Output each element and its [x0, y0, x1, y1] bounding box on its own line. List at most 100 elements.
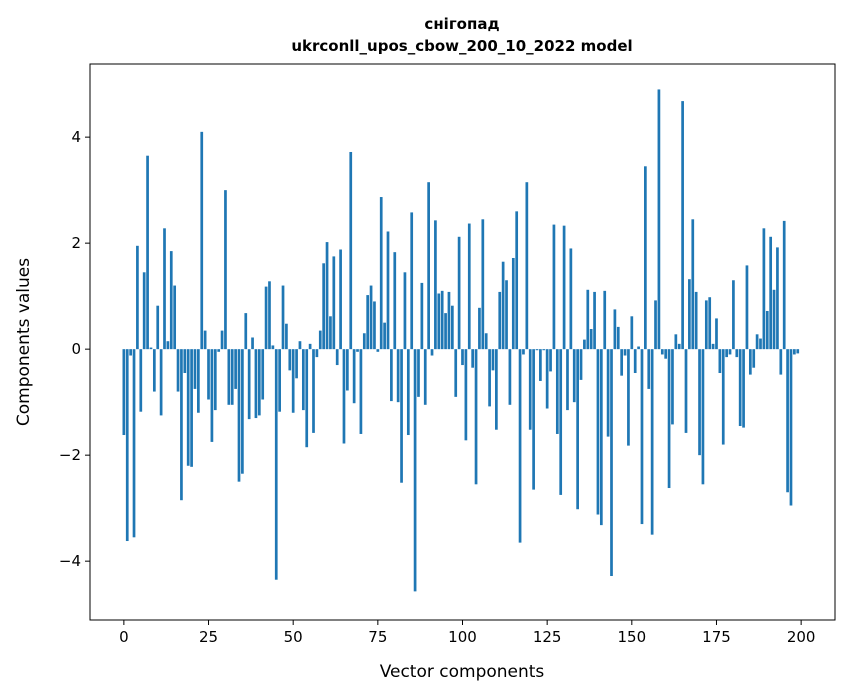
bar-171	[701, 349, 705, 485]
y-axis-label: Components values	[14, 258, 34, 426]
bar-64	[339, 249, 342, 350]
bar-96	[447, 291, 451, 350]
bar-138	[589, 329, 593, 350]
bar-16	[176, 349, 180, 392]
bar-36	[244, 313, 248, 350]
bar-147	[620, 349, 624, 376]
bar-76	[379, 197, 383, 350]
bar-49	[288, 349, 292, 371]
bar-118	[522, 349, 525, 355]
bar-133	[572, 349, 576, 403]
bar-51	[295, 349, 298, 379]
bar-4	[136, 245, 139, 350]
bar-77	[383, 322, 386, 350]
bar-59	[322, 263, 326, 350]
bar-100	[461, 349, 464, 366]
bar-30	[224, 190, 227, 350]
bar-140	[596, 349, 600, 515]
bar-150	[630, 316, 634, 350]
bar-177	[721, 349, 725, 445]
bar-179	[728, 349, 732, 355]
bar-1	[125, 349, 129, 542]
bar-82	[400, 349, 403, 483]
bar-50	[291, 349, 295, 413]
bar-41	[261, 349, 265, 400]
bar-120	[528, 349, 532, 430]
bar-45	[274, 349, 278, 580]
bar-144	[610, 349, 613, 577]
bar-143	[606, 349, 610, 437]
bar-176	[718, 349, 722, 374]
bar-158	[657, 89, 661, 350]
bar-85	[410, 212, 414, 350]
bar-130	[562, 225, 566, 350]
bars-group	[122, 89, 800, 592]
bar-106	[481, 219, 485, 350]
bar-38	[251, 337, 254, 350]
bar-44	[271, 345, 275, 350]
bar-29	[220, 330, 224, 350]
bar-123	[539, 349, 542, 381]
bar-103	[471, 349, 475, 368]
bar-8	[149, 347, 153, 350]
bar-157	[654, 300, 657, 350]
bar-162	[671, 349, 674, 425]
y-axis: −4 −2 0 2 4	[59, 128, 90, 570]
bar-129	[559, 349, 563, 495]
bar-115	[511, 257, 515, 350]
bar-54	[305, 349, 309, 448]
bar-40	[257, 349, 261, 416]
bar-191	[769, 236, 773, 350]
bar-198	[793, 349, 796, 355]
bar-55	[308, 343, 312, 350]
bar-33	[234, 349, 237, 389]
bar-20	[190, 349, 193, 467]
bar-22	[197, 349, 200, 413]
bar-0	[122, 349, 126, 436]
bar-70	[359, 349, 363, 434]
bar-173	[708, 297, 712, 350]
bar-23	[200, 131, 204, 350]
bar-164	[677, 343, 681, 350]
bar-92	[434, 220, 437, 350]
bar-61	[329, 316, 332, 350]
bar-12	[163, 228, 166, 350]
bar-66	[346, 349, 349, 391]
bar-84	[406, 349, 410, 436]
bar-17	[180, 349, 183, 501]
y-tick-label: −2	[59, 446, 81, 464]
x-axis-label: Vector components	[380, 662, 545, 682]
bar-79	[390, 349, 393, 402]
bar-170	[698, 349, 701, 456]
bar-94	[440, 290, 444, 350]
bar-172	[704, 300, 708, 350]
bar-146	[616, 326, 620, 350]
bar-180	[732, 280, 735, 350]
bar-196	[786, 349, 789, 493]
bar-155	[647, 349, 651, 389]
bar-136	[583, 339, 586, 350]
bar-110	[495, 349, 498, 430]
bar-193	[776, 247, 779, 350]
bar-62	[332, 256, 336, 350]
bar-63	[335, 349, 339, 366]
bar-39	[254, 349, 258, 419]
bar-80	[393, 252, 397, 350]
bar-128	[555, 349, 559, 434]
bar-152	[637, 346, 640, 350]
bar-52	[298, 341, 302, 350]
bar-182	[738, 349, 742, 427]
bar-5	[139, 349, 143, 412]
bar-48	[285, 323, 288, 350]
bar-159	[660, 349, 664, 355]
bar-153	[640, 349, 644, 525]
bar-37	[247, 349, 251, 420]
bar-26	[210, 349, 214, 442]
bar-199	[796, 349, 800, 354]
bar-166	[684, 349, 688, 433]
x-tick-label: 125	[533, 628, 562, 646]
bar-151	[633, 349, 637, 374]
bar-72	[366, 295, 370, 350]
bar-78	[386, 231, 390, 350]
bar-132	[569, 248, 573, 350]
